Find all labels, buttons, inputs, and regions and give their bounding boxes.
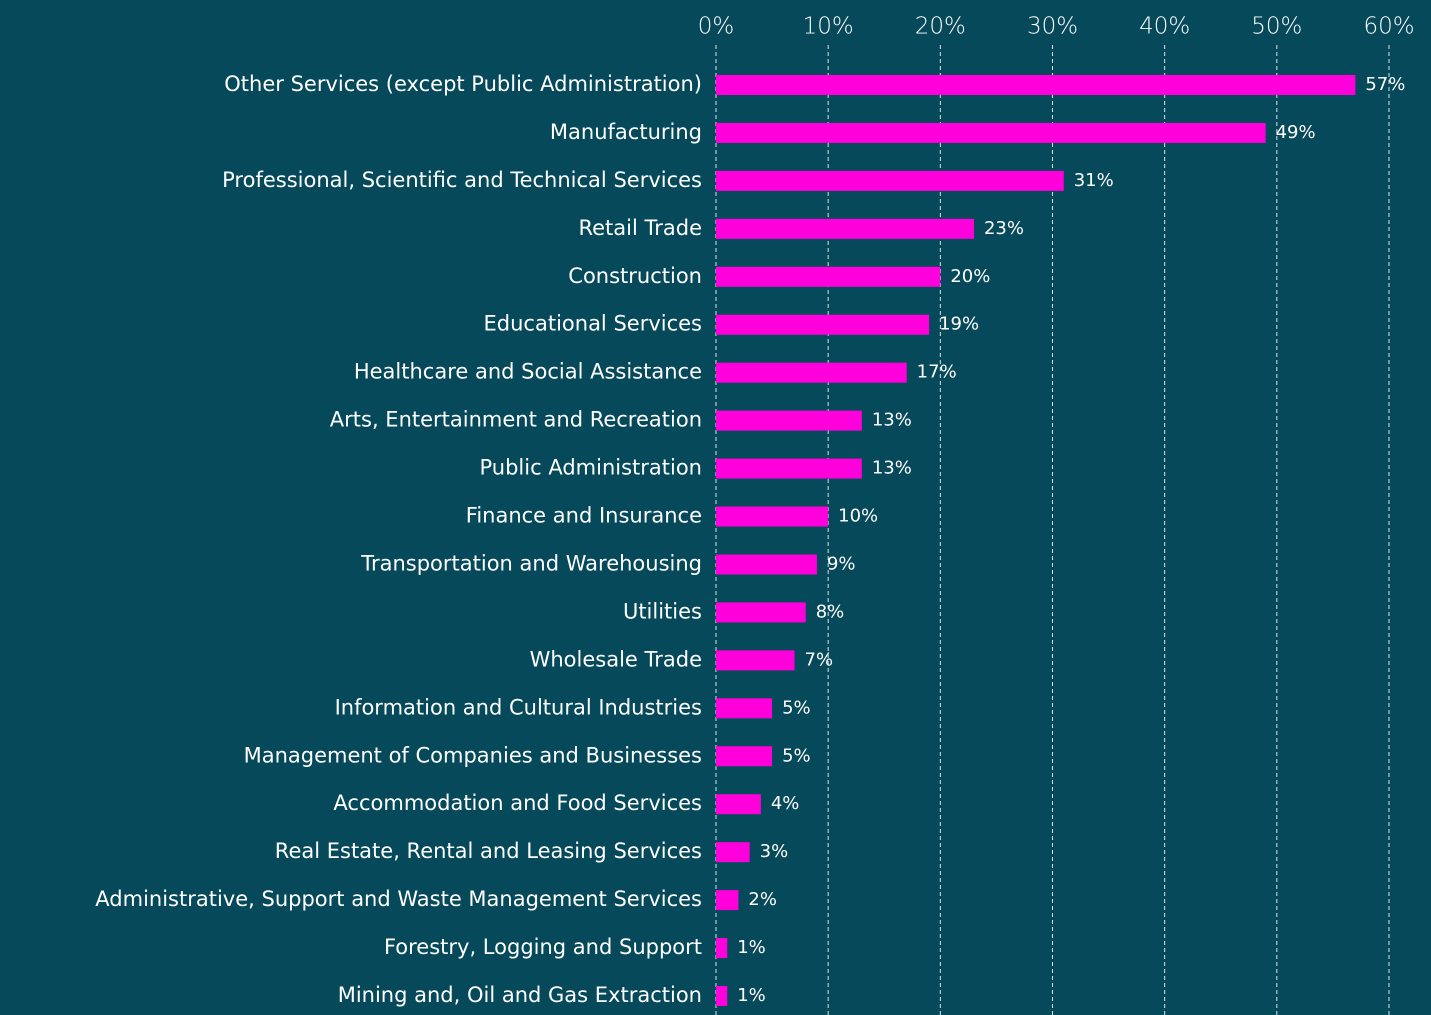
value-label: 13% bbox=[872, 458, 912, 479]
category-label: Educational Services bbox=[484, 312, 702, 336]
value-label: 5% bbox=[782, 745, 811, 766]
value-label: 19% bbox=[939, 314, 979, 335]
category-label: Manufacturing bbox=[550, 120, 702, 144]
value-label: 4% bbox=[771, 793, 800, 814]
bar bbox=[716, 650, 795, 671]
bar bbox=[716, 314, 930, 335]
x-tick-label: 0% bbox=[698, 14, 735, 40]
category-label: Wholesale Trade bbox=[530, 647, 702, 671]
category-label: Administrative, Support and Waste Manage… bbox=[95, 887, 702, 911]
x-tick-label: 60% bbox=[1363, 14, 1414, 40]
category-label: Forestry, Logging and Support bbox=[384, 935, 702, 959]
bar bbox=[716, 266, 941, 287]
value-label: 8% bbox=[816, 601, 845, 622]
value-label: 57% bbox=[1365, 74, 1405, 95]
category-label: Arts, Entertainment and Recreation bbox=[330, 408, 702, 432]
category-label: Public Administration bbox=[480, 456, 703, 480]
bar bbox=[716, 554, 817, 575]
value-label: 31% bbox=[1074, 170, 1114, 191]
value-label: 1% bbox=[737, 937, 766, 958]
category-label: Mining and, Oil and Gas Extraction bbox=[338, 983, 702, 1007]
bar bbox=[716, 362, 907, 383]
x-tick-label: 20% bbox=[915, 14, 966, 40]
category-label: Finance and Insurance bbox=[466, 504, 702, 528]
value-label: 49% bbox=[1276, 122, 1316, 143]
bar bbox=[716, 986, 728, 1006]
x-tick-label: 50% bbox=[1251, 14, 1302, 40]
category-label: Management of Companies and Businesses bbox=[244, 743, 702, 767]
category-label: Transportation and Warehousing bbox=[360, 551, 702, 575]
value-label: 7% bbox=[805, 649, 834, 670]
value-label: 1% bbox=[737, 985, 766, 1006]
value-label: 17% bbox=[917, 362, 957, 383]
category-label: Utilities bbox=[623, 599, 702, 623]
value-label: 3% bbox=[760, 841, 789, 862]
category-label: Information and Cultural Industries bbox=[335, 695, 702, 719]
bar bbox=[716, 506, 829, 527]
x-tick-label: 30% bbox=[1027, 14, 1078, 40]
value-label: 23% bbox=[984, 218, 1024, 239]
bar bbox=[716, 746, 773, 767]
bar bbox=[716, 602, 806, 623]
bar bbox=[716, 218, 974, 239]
bar bbox=[716, 938, 728, 959]
value-label: 13% bbox=[872, 410, 912, 431]
value-label: 5% bbox=[782, 697, 811, 718]
bar bbox=[716, 890, 739, 911]
category-label: Professional, Scientific and Technical S… bbox=[222, 168, 702, 192]
x-tick-label: 40% bbox=[1139, 14, 1190, 40]
category-label: Construction bbox=[568, 264, 702, 288]
category-label: Other Services (except Public Administra… bbox=[224, 72, 702, 96]
bar bbox=[716, 698, 773, 719]
bar bbox=[716, 410, 862, 431]
value-label: 20% bbox=[950, 266, 990, 287]
category-label: Real Estate, Rental and Leasing Services bbox=[275, 839, 702, 863]
bar bbox=[716, 458, 862, 479]
category-label: Accommodation and Food Services bbox=[333, 791, 702, 815]
bar bbox=[716, 170, 1064, 191]
value-label: 9% bbox=[827, 553, 856, 574]
value-label: 2% bbox=[748, 889, 777, 910]
value-label: 10% bbox=[838, 506, 878, 527]
bar bbox=[716, 842, 750, 863]
category-label: Retail Trade bbox=[578, 216, 702, 240]
bar bbox=[716, 794, 761, 815]
x-tick-label: 10% bbox=[803, 14, 854, 40]
bar bbox=[716, 75, 1356, 95]
bar bbox=[716, 122, 1266, 143]
category-label: Healthcare and Social Assistance bbox=[354, 360, 702, 384]
